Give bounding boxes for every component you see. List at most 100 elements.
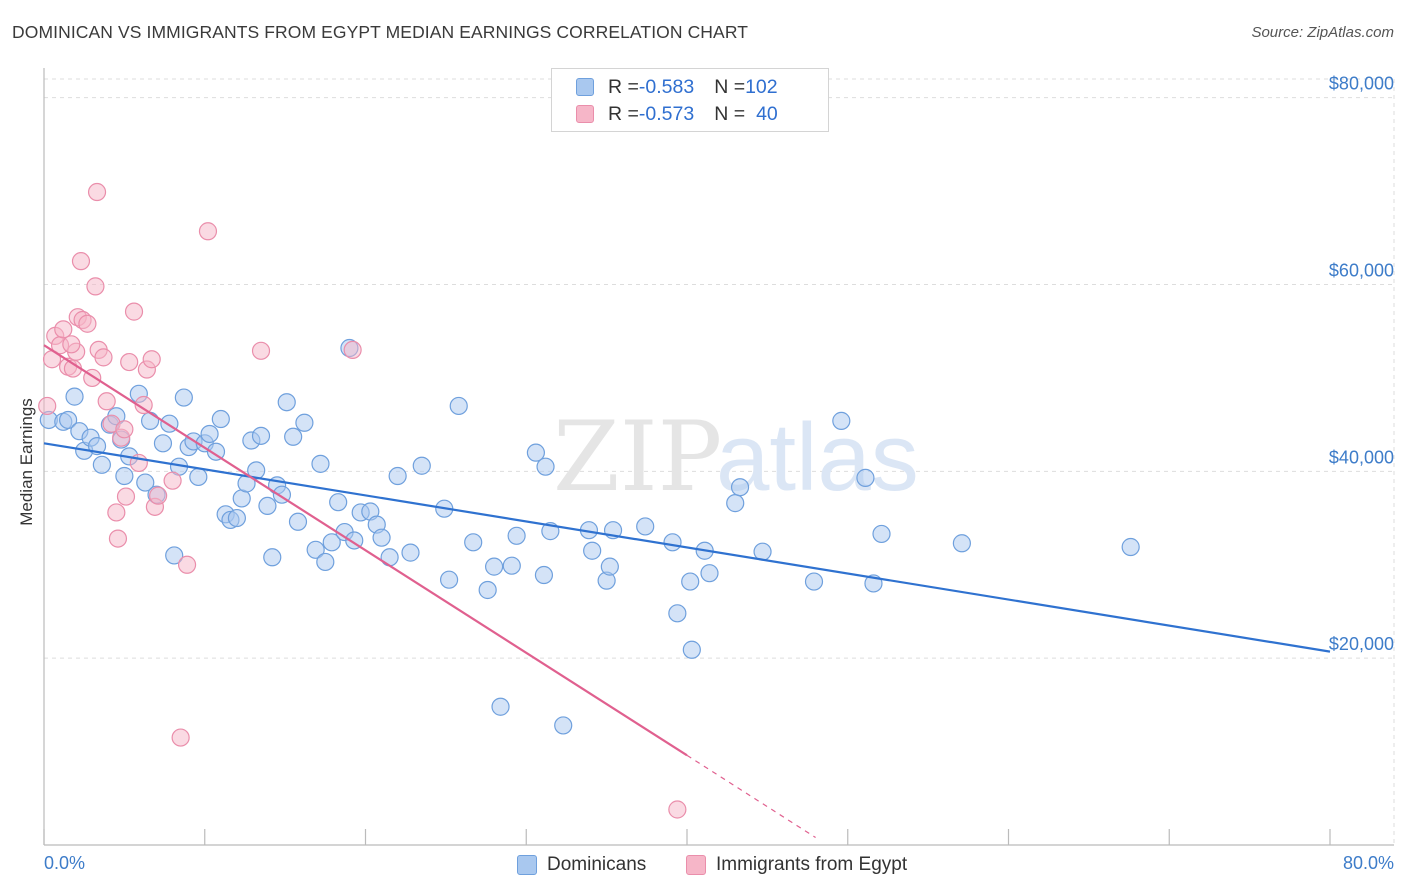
dominican-point [726,494,745,513]
egypt-point [177,555,197,574]
dominican-point [952,534,971,553]
dominican-point [485,557,504,576]
dominican-point [804,572,824,591]
dominican-point [401,543,420,562]
dominican-point [316,552,335,572]
dominican-point [92,455,111,474]
dominican-point [306,540,325,559]
dominican-point [681,572,700,591]
bottom-legend-dominicans: Dominicans [517,852,646,878]
dominican-point [380,548,399,567]
legend-n-value: 40 [756,102,778,125]
dominican-point [502,556,521,575]
legend-n-label: N = [714,102,746,125]
egypt-point [134,395,153,415]
dominican-point [439,570,459,589]
y-tick-label: $80,000 [1329,74,1394,94]
dominican-point [263,548,282,567]
dominican-point [247,461,266,480]
dominican-point [872,524,891,544]
dominican-point [668,604,687,623]
dominican-point [258,496,277,516]
dominican-point [329,493,348,512]
egypt-point [120,352,139,372]
dominican-point [288,512,308,531]
trend-lines [43,344,1331,839]
dominican-point [600,557,619,576]
dominican-point [753,542,772,561]
legend-swatch-pink [576,105,594,123]
legend-r-label: R = [608,102,639,125]
egypt-point [62,335,81,354]
bottom-legend-egypt: Immigrants from Egypt [686,852,907,878]
egypt-point [251,341,271,360]
dominican-point [832,411,851,430]
legend-n-label: N = [714,75,746,98]
y-tick-label: $60,000 [1329,261,1394,281]
y-axis-label: Median Earnings [17,398,36,526]
legend-r-value: -0.583 [638,75,695,98]
bottom-legend-label: Immigrants from Egypt [716,854,908,875]
egypt-point [78,314,97,333]
dominican-point [284,427,303,446]
egypt-trend-extension [686,754,816,839]
egypt-point [124,302,144,321]
egypt-point [94,348,113,367]
dominican-point [491,697,510,716]
dominican-point [663,533,682,552]
bottom-legend-swatch-blue [517,855,537,875]
dominican-point [388,466,407,486]
dominican-point [507,526,526,545]
legend-r-label: R = [608,75,639,98]
egypt-point [668,800,687,819]
data-points [38,182,1140,819]
egypt-trend-line [43,344,688,757]
egypt-point [343,340,362,360]
egypt-point [142,350,161,369]
x-tick-min: 0.0% [44,853,85,873]
dominican-point [189,467,208,487]
egypt-point [171,728,190,747]
dominican-point [682,640,701,659]
dominican-point [206,442,226,461]
dominican-point [200,424,219,444]
dominican-point [583,541,602,560]
egypt-point [38,396,57,416]
egypt-point [163,471,182,490]
dominican-point [478,580,497,600]
x-tick-max: 80.0% [1343,853,1394,873]
watermark: ZIP atlas [553,401,919,513]
dominican-point [534,565,554,585]
egypt-point [86,277,105,296]
legend-row-dominicans: R = -0.583 N = 102 [576,74,778,100]
dominican-point [251,426,271,445]
dominican-point [1121,537,1140,557]
legend-r-value: -0.573 [638,102,695,125]
dominican-point [311,454,330,473]
bottom-legend-label: Dominicans [547,854,647,875]
dominican-point [322,533,341,552]
dominican-point [554,716,573,735]
dominican-point [536,457,555,476]
egypt-point [54,320,73,339]
dominican-point [412,456,431,475]
dominican-point [165,546,184,565]
source-credit: Source: ZipAtlas.com [1251,24,1394,41]
dominican-point [449,396,468,416]
legend-swatch-blue [576,78,594,96]
dominican-point [856,468,875,487]
dominican-point [372,528,391,547]
egypt-point [198,222,218,241]
dominican-point [277,393,296,412]
dominican-point [65,387,84,406]
dominican-point [136,473,155,492]
egypt-point [116,487,136,506]
egypt-point [107,503,126,522]
dominican-point [115,466,134,486]
axes: $20,000 $40,000 $60,000 $80,000 [43,68,1394,846]
dominican-point [140,411,160,430]
dominican-point [700,564,719,583]
egypt-point [97,392,116,411]
dominican-point [227,508,246,528]
